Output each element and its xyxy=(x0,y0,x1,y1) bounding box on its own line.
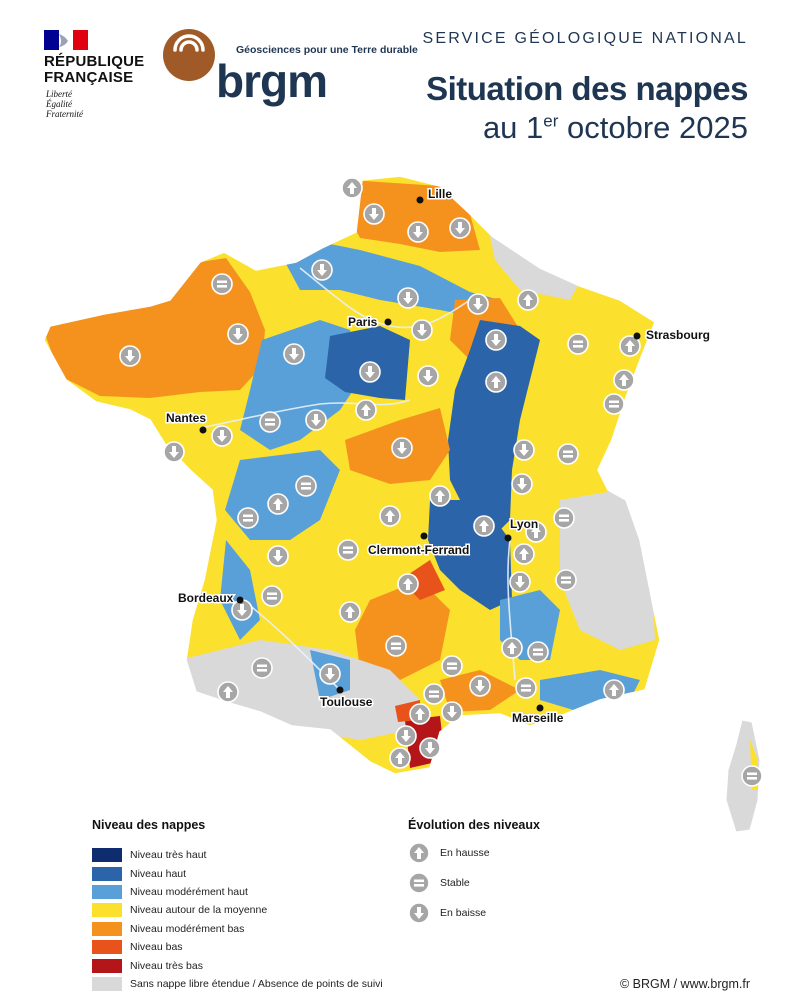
page-title: Situation des nappes xyxy=(426,70,748,107)
legend-level-label: Niveau haut xyxy=(130,867,187,880)
city-label-paris: Paris xyxy=(348,315,378,329)
arrow-up-icon xyxy=(408,842,430,864)
legend-level-item: Sans nappe libre étendue / Absence de po… xyxy=(92,975,392,993)
legend-level-label: Niveau très haut xyxy=(130,849,207,862)
republic-motto: Liberté Égalité Fraternité xyxy=(46,89,83,119)
legend-level-label: Niveau autour de la moyenne xyxy=(130,904,268,917)
service-label: SERVICE GÉOLOGIQUE NATIONAL xyxy=(422,30,748,47)
legend-level-item: Niveau modérément haut xyxy=(92,883,392,901)
groundwater-map: Lille Paris Strasbourg Nantes Lyon Clerm… xyxy=(43,175,763,833)
legend-swatch xyxy=(92,976,122,991)
city-label-lille: Lille xyxy=(428,187,452,201)
legend-swatch xyxy=(92,921,122,936)
mainland-outline xyxy=(43,175,661,775)
legend-level-label: Niveau modérément haut xyxy=(130,885,248,898)
legend-swatch xyxy=(92,903,122,918)
equals-icon xyxy=(408,872,430,894)
brgm-tagline: Géosciences pour une Terre durable xyxy=(236,44,418,56)
legend-evolution-item: Stable xyxy=(408,868,628,898)
city-label-nantes: Nantes xyxy=(166,411,206,425)
legend-swatch xyxy=(92,866,122,881)
copyright-text: © BRGM / www.brgm.fr xyxy=(619,977,750,991)
legend-level-item: Niveau modérément bas xyxy=(92,920,392,938)
legend-level-label: Sans nappe libre étendue / Absence de po… xyxy=(130,977,383,990)
city-label-lyon: Lyon xyxy=(510,517,538,531)
marianne-logo xyxy=(44,30,88,50)
legend-level-item: Niveau bas xyxy=(92,938,392,956)
legend-evolution-item: En hausse xyxy=(408,838,628,868)
city-label-marseille: Marseille xyxy=(512,711,564,725)
legend-evolution: Évolution des niveaux En hausse Stable E… xyxy=(408,818,628,928)
legend-level-item: Niveau haut xyxy=(92,864,392,882)
legend-level-label: Niveau bas xyxy=(130,941,183,954)
legend-evolution-title: Évolution des niveaux xyxy=(408,818,540,832)
brgm-logo-icon xyxy=(163,29,215,81)
city-label-strasbourg: Strasbourg xyxy=(646,328,710,342)
legend-swatch xyxy=(92,884,122,899)
city-markers xyxy=(199,196,641,712)
city-label-toulouse: Toulouse xyxy=(320,695,373,709)
republique-francaise-title: RÉPUBLIQUE FRANÇAISE xyxy=(44,53,145,86)
legend-evolution-label: En hausse xyxy=(440,847,490,859)
legend-evolution-label: En baisse xyxy=(440,907,487,919)
legend-level-item: Niveau très haut xyxy=(92,846,392,864)
city-label-bordeaux: Bordeaux xyxy=(178,591,234,605)
legend-level-label: Niveau très bas xyxy=(130,959,203,972)
legend-evolution-label: Stable xyxy=(440,877,470,889)
legend-level-item: Niveau très bas xyxy=(92,956,392,974)
legend-swatch xyxy=(92,958,122,973)
legend-levels-title: Niveau des nappes xyxy=(92,818,206,832)
legend-swatch xyxy=(92,848,122,863)
legend-swatch xyxy=(92,940,122,955)
city-label-clermont-ferrand: Clermont-Ferrand xyxy=(368,543,469,557)
legend-level-item: Niveau autour de la moyenne xyxy=(92,901,392,919)
brgm-wordmark: brgm xyxy=(216,55,328,107)
arrow-down-icon xyxy=(408,902,430,924)
page-subtitle: au 1er octobre 2025 xyxy=(482,110,748,145)
legend-levels: Niveau des nappes Niveau très haut Nivea… xyxy=(92,818,392,993)
legend-evolution-item: En baisse xyxy=(408,898,628,928)
legend-level-label: Niveau modérément bas xyxy=(130,922,245,935)
